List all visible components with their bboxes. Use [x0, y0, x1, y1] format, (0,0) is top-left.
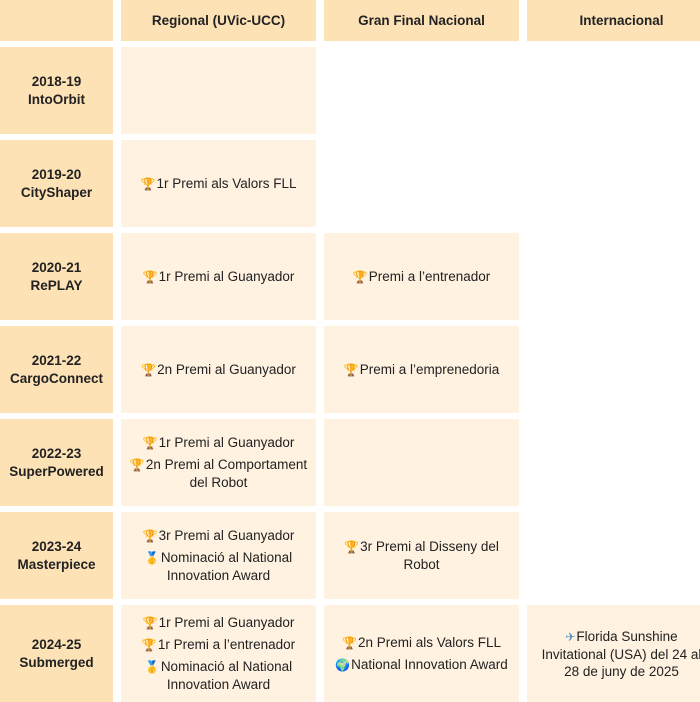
- national-awards-cell: [324, 419, 519, 506]
- regional-awards-cell: 🏆2n Premi al Guanyador: [121, 326, 316, 413]
- award-text: Florida Sunshine Invitational (USA) del …: [541, 628, 700, 679]
- airplane-icon: ✈: [565, 629, 576, 644]
- national-awards-cell: [324, 140, 519, 227]
- national-awards-cell: [324, 47, 519, 134]
- national-awards-cell: 🏆Premi a l’entrenador: [324, 233, 519, 320]
- award-text: 2n Premi al Comportament del Robot: [145, 457, 308, 490]
- trophy-icon: 🏆: [141, 362, 157, 377]
- award-item: 🏆Premi a l’emprenedoria: [344, 361, 500, 379]
- trophy-icon: 🏆: [344, 540, 360, 554]
- trophy-icon: 🏆: [129, 458, 145, 472]
- trophy-icon: 🏆: [140, 176, 156, 191]
- regional-awards-cell: 🏆1r Premi al Guanyador 🏆1r Premi a l’entr…: [121, 605, 316, 702]
- season-year: 2023-24: [31, 538, 82, 554]
- award-item: 🥇Nominació al National Innovation Award: [127, 549, 310, 584]
- season-cell: 2021-22 CargoConnect: [0, 326, 113, 413]
- award-text: Nominació al National Innovation Award: [160, 550, 293, 583]
- season-name: Submerged: [19, 654, 94, 670]
- regional-awards-cell: [121, 47, 316, 134]
- trophy-icon: 🏆: [142, 616, 158, 630]
- regional-awards-cell: 🏆1r Premi al Guanyador 🏆2n Premi al Compo…: [121, 419, 316, 506]
- globe-icon: 🌍: [335, 657, 351, 672]
- trophy-icon: 🏆: [343, 362, 359, 377]
- award-text: 1r Premi a l’entrenador: [157, 637, 296, 652]
- award-item: 🥇Nominació al National Innovation Award: [127, 658, 310, 693]
- season-name: CargoConnect: [9, 370, 103, 386]
- season-cell: 2024-25 Submerged: [0, 605, 113, 702]
- award-text: Premi a l’entrenador: [368, 268, 491, 284]
- international-awards-cell: ✈Florida Sunshine Invitational (USA) del…: [527, 605, 700, 702]
- award-item: 🏆1r Premi al Guanyador: [143, 268, 295, 286]
- award-item: ✈Florida Sunshine Invitational (USA) del…: [533, 628, 700, 680]
- international-awards-cell: [527, 140, 700, 227]
- international-awards-cell: [527, 512, 700, 599]
- header-regional: Regional (UVic-UCC): [121, 0, 316, 41]
- regional-awards-cell: 🏆1r Premi als Valors FLL: [121, 140, 316, 227]
- trophy-icon: 🏆: [142, 269, 158, 284]
- award-item: 🏆3r Premi al Guanyador: [143, 527, 295, 545]
- international-awards-cell: [527, 419, 700, 506]
- trophy-icon: 🏆: [142, 529, 158, 543]
- header-international: Internacional: [527, 0, 700, 41]
- season-name: CityShaper: [20, 184, 93, 200]
- award-item: 🏆2n Premi al Guanyador: [141, 361, 296, 379]
- award-item: 🌍National Innovation Award: [335, 656, 508, 674]
- header-corner: [0, 0, 113, 41]
- award-text: 1r Premi als Valors FLL: [156, 175, 297, 191]
- award-item: 🏆2n Premi als Valors FLL: [342, 634, 501, 652]
- award-text: 3r Premi al Disseny del Robot: [360, 539, 499, 572]
- season-year: 2019-20: [31, 166, 82, 182]
- award-item: 🏆2n Premi al Comportament del Robot: [127, 456, 310, 491]
- trophy-icon: 🏆: [141, 638, 157, 652]
- trophy-icon: 🏆: [341, 635, 357, 650]
- season-year: 2021-22: [31, 352, 82, 368]
- award-text: 1r Premi al Guanyador: [158, 615, 295, 630]
- season-name: SuperPowered: [9, 463, 104, 479]
- international-awards-cell: [527, 47, 700, 134]
- award-item: 🏆1r Premi a l’entrenador: [142, 636, 295, 654]
- award-item: 🏆1r Premi als Valors FLL: [141, 175, 297, 193]
- international-awards-cell: [527, 326, 700, 413]
- award-text: 1r Premi al Guanyador: [158, 268, 295, 284]
- national-awards-cell: 🏆3r Premi al Disseny del Robot: [324, 512, 519, 599]
- award-text: Premi a l’emprenedoria: [359, 361, 500, 377]
- season-cell: 2020-21 RePLAY: [0, 233, 113, 320]
- award-text: National Innovation Award: [351, 656, 508, 672]
- season-year: 2024-25: [31, 636, 82, 652]
- medal-icon: 🥇: [144, 551, 160, 565]
- season-name: IntoOrbit: [28, 91, 85, 107]
- award-item: 🏆1r Premi al Guanyador: [143, 434, 295, 452]
- season-year: 2022-23: [31, 445, 82, 461]
- season-cell: 2019-20 CityShaper: [0, 140, 113, 227]
- regional-awards-cell: 🏆3r Premi al Guanyador 🥇Nominació al Nati…: [121, 512, 316, 599]
- trophy-icon: 🏆: [352, 269, 368, 284]
- season-name: RePLAY: [30, 277, 83, 293]
- medal-icon: 🥇: [144, 660, 160, 674]
- header-national: Gran Final Nacional: [324, 0, 519, 41]
- award-item: 🏆3r Premi al Disseny del Robot: [330, 538, 513, 573]
- international-awards-cell: [527, 233, 700, 320]
- season-cell: 2023-24 Masterpiece: [0, 512, 113, 599]
- regional-awards-cell: 🏆1r Premi al Guanyador: [121, 233, 316, 320]
- season-cell: 2022-23 SuperPowered: [0, 419, 113, 506]
- trophy-icon: 🏆: [142, 436, 158, 450]
- season-year: 2020-21: [31, 259, 82, 275]
- award-text: Nominació al National Innovation Award: [160, 659, 293, 692]
- award-text: 2n Premi als Valors FLL: [357, 634, 501, 650]
- award-text: 2n Premi al Guanyador: [157, 361, 296, 377]
- national-awards-cell: 🏆2n Premi als Valors FLL 🌍National Innova…: [324, 605, 519, 702]
- season-name: Masterpiece: [17, 556, 96, 572]
- award-item: 🏆1r Premi al Guanyador: [143, 614, 295, 632]
- award-text: 3r Premi al Guanyador: [158, 528, 295, 543]
- national-awards-cell: 🏆Premi a l’emprenedoria: [324, 326, 519, 413]
- season-year: 2018-19: [31, 73, 82, 89]
- award-text: 1r Premi al Guanyador: [158, 435, 295, 450]
- season-cell: 2018-19 IntoOrbit: [0, 47, 113, 134]
- award-item: 🏆Premi a l’entrenador: [353, 268, 491, 286]
